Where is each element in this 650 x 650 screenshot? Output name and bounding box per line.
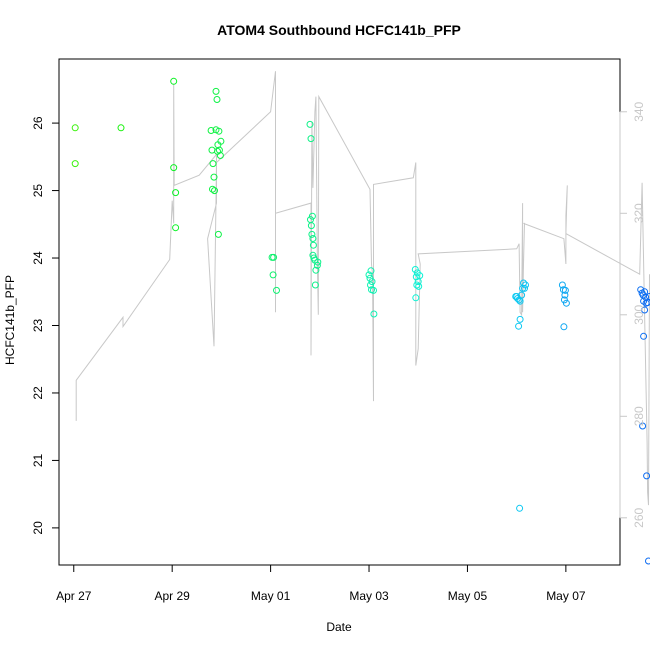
data-point bbox=[209, 185, 216, 193]
x-tick-label: Apr 29 bbox=[155, 589, 191, 603]
data-point bbox=[370, 286, 377, 294]
data-point bbox=[273, 286, 280, 294]
data-point bbox=[368, 278, 376, 286]
y2-tick-label: 340 bbox=[632, 101, 646, 121]
data-point bbox=[314, 258, 322, 266]
data-point bbox=[215, 127, 223, 135]
secondary-series bbox=[75, 71, 650, 506]
data-point bbox=[645, 557, 650, 565]
data-point bbox=[412, 273, 420, 281]
data-point bbox=[172, 224, 180, 232]
data-point bbox=[306, 120, 314, 128]
y2-axis: 260 280 300 320 340 bbox=[619, 101, 646, 528]
y2-tick-label: 300 bbox=[632, 304, 646, 324]
data-point bbox=[416, 272, 424, 280]
data-point bbox=[313, 261, 321, 269]
data-point bbox=[71, 160, 79, 168]
data-point bbox=[644, 299, 650, 307]
x-tick-label: May 01 bbox=[251, 589, 291, 603]
data-point bbox=[522, 281, 529, 289]
y2-tick-label: 320 bbox=[632, 203, 646, 223]
data-point bbox=[207, 127, 215, 134]
x-tick-label: May 03 bbox=[349, 589, 389, 603]
data-point bbox=[170, 164, 178, 172]
data-point bbox=[560, 323, 568, 331]
data-point bbox=[562, 299, 570, 307]
x-axis-label: Date bbox=[326, 620, 352, 634]
data-point bbox=[639, 422, 647, 430]
data-point bbox=[307, 135, 315, 143]
data-point bbox=[415, 282, 423, 290]
data-point bbox=[516, 504, 524, 512]
y-tick-label: 22 bbox=[31, 386, 45, 400]
data-point bbox=[413, 281, 421, 289]
data-point bbox=[521, 284, 528, 292]
data-point bbox=[515, 322, 523, 330]
data-point bbox=[558, 281, 566, 289]
data-point bbox=[518, 291, 526, 299]
y2-tick-label: 260 bbox=[632, 507, 646, 527]
x-tick-label: May 05 bbox=[448, 589, 488, 603]
data-point bbox=[640, 332, 648, 340]
data-point bbox=[370, 310, 378, 318]
data-point bbox=[311, 281, 319, 289]
data-point bbox=[308, 212, 316, 220]
data-point bbox=[270, 253, 278, 261]
data-point bbox=[561, 291, 569, 299]
data-point bbox=[309, 241, 317, 249]
secondary-line bbox=[75, 71, 650, 506]
data-point bbox=[213, 96, 221, 103]
x-tick-label: May 07 bbox=[546, 589, 586, 603]
y-axis: 20 21 22 23 24 25 26 bbox=[31, 116, 59, 535]
y-tick-label: 23 bbox=[31, 318, 45, 332]
y2-tick-label: 280 bbox=[632, 406, 646, 426]
data-point bbox=[117, 124, 125, 132]
data-point bbox=[170, 77, 178, 85]
data-point bbox=[367, 267, 375, 275]
x-axis: Apr 27 Apr 29 May 01 May 03 May 05 May 07 bbox=[56, 565, 586, 603]
data-point bbox=[214, 230, 222, 238]
data-point bbox=[217, 137, 225, 145]
y-tick-label: 20 bbox=[31, 521, 45, 535]
y-axis-label: HCFC141b_PFP bbox=[3, 275, 17, 365]
data-point bbox=[209, 160, 217, 168]
chart-title: ATOM4 Southbound HCFC141b_PFP bbox=[217, 22, 461, 38]
x-tick-label: Apr 27 bbox=[56, 589, 92, 603]
data-point bbox=[367, 281, 374, 289]
data-point bbox=[411, 266, 419, 273]
data-point bbox=[211, 187, 218, 195]
data-point bbox=[71, 124, 79, 132]
data-point bbox=[210, 173, 218, 181]
data-point bbox=[212, 87, 220, 95]
data-points bbox=[71, 77, 650, 565]
data-point bbox=[312, 266, 320, 274]
y-tick-label: 21 bbox=[31, 453, 45, 467]
data-point bbox=[516, 315, 524, 323]
data-point bbox=[216, 152, 224, 159]
data-point bbox=[641, 306, 649, 314]
data-point bbox=[269, 271, 277, 279]
y-tick-label: 24 bbox=[31, 251, 45, 265]
y-tick-label: 25 bbox=[31, 184, 45, 198]
data-point bbox=[412, 294, 420, 302]
data-point bbox=[309, 235, 317, 242]
data-point bbox=[308, 230, 316, 238]
data-point bbox=[307, 222, 315, 230]
data-point bbox=[365, 271, 373, 279]
data-point bbox=[172, 189, 180, 197]
data-point bbox=[561, 286, 569, 294]
y-tick-label: 26 bbox=[31, 116, 45, 130]
